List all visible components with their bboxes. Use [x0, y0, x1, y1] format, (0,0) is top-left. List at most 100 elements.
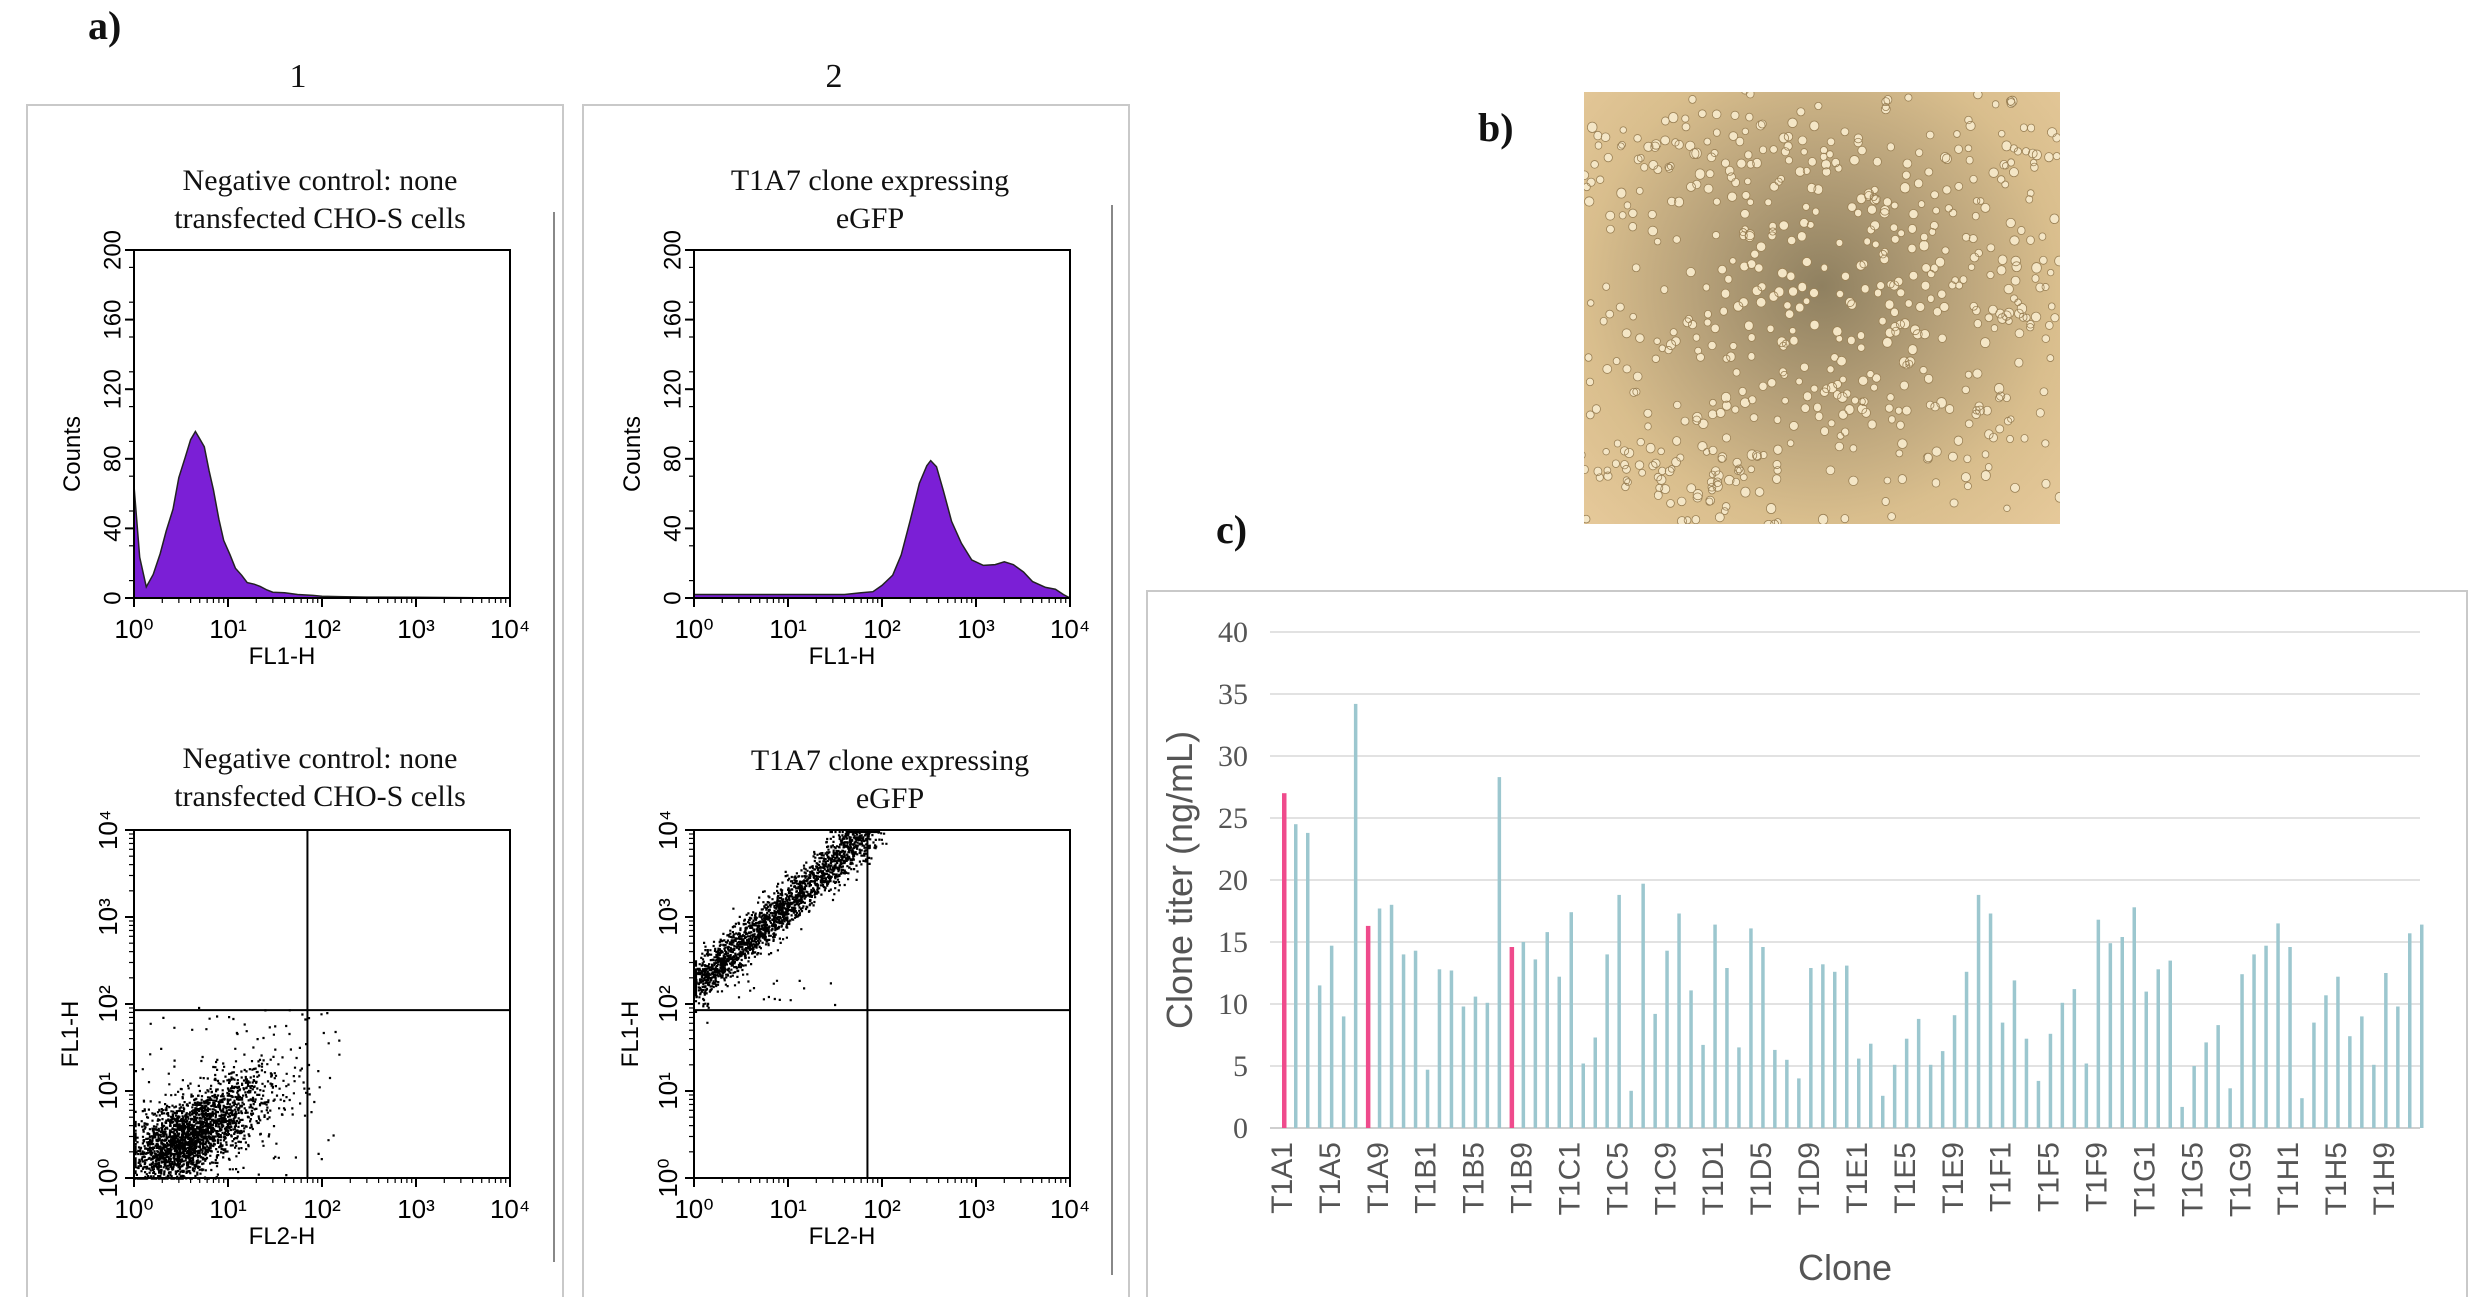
x-tick-label: 10⁴	[490, 1194, 530, 1224]
bar	[1928, 1064, 1933, 1128]
column-2-label: 2	[825, 58, 843, 95]
bar	[2288, 947, 2292, 1128]
bar	[1677, 913, 1681, 1128]
panel-c-label: c)	[1216, 507, 1248, 552]
bar	[1809, 968, 1813, 1128]
x-tick-label: 10²	[863, 614, 901, 644]
x-tick-label: T1C1	[1553, 1142, 1586, 1215]
column-1-label: 1	[289, 58, 307, 95]
y-tick-label: 10	[1218, 988, 1248, 1021]
bar	[2108, 943, 2113, 1128]
bar	[2048, 1033, 2053, 1128]
y-tick-label: 40	[659, 515, 686, 542]
bar	[1701, 1044, 1705, 1128]
y-tick-label: 20	[1218, 864, 1248, 897]
x-tick-label: T1G9	[2224, 1142, 2257, 1217]
bar	[1797, 1078, 1801, 1128]
y-tick-label: 160	[99, 300, 126, 340]
x-tick-label: 10²	[303, 1194, 341, 1224]
y-tick-label: 160	[659, 300, 686, 340]
histogram-area	[133, 430, 511, 599]
bar	[2420, 924, 2424, 1128]
bar	[2180, 1106, 2184, 1128]
x-tick-label: 10¹	[209, 614, 247, 644]
bar	[1725, 968, 1729, 1128]
bar	[2144, 991, 2148, 1128]
x-tick-label: T1A1	[1266, 1142, 1299, 1214]
bar	[1737, 1047, 1741, 1128]
x-tick-label: 10²	[863, 1194, 901, 1224]
bar	[2168, 960, 2172, 1128]
dot-t1a7-title-line-2: eGFP	[855, 782, 925, 815]
y-tick-label: 80	[99, 445, 126, 472]
y-tick-label: 0	[99, 591, 126, 604]
bar	[1389, 904, 1394, 1128]
bar	[1892, 1064, 1897, 1128]
bar	[1449, 970, 1454, 1128]
x-tick-label: 10³	[397, 614, 435, 644]
y-tick-label: 80	[659, 445, 686, 472]
y-tick-label: 40	[99, 515, 126, 542]
bar	[1964, 971, 1969, 1128]
bar	[2120, 937, 2124, 1128]
dot-t1a7-title: T1A7 clone expressing eGFP	[640, 742, 1140, 818]
x-axis-label: Clone	[1798, 1247, 1892, 1288]
hist-t1a7-title-line-1: T1A7 clone expressing	[730, 164, 1010, 197]
x-tick-label: 10⁴	[1050, 614, 1090, 644]
hist-negative-title-line-2: transfected CHO-S cells	[174, 202, 466, 235]
bar-highlighted	[1509, 947, 1515, 1128]
y-tick-label: 10²	[93, 985, 123, 1023]
bar	[2192, 1066, 2196, 1128]
column-2-right-rule	[1111, 205, 1113, 1275]
bar	[1533, 959, 1538, 1128]
hist-negative-title-line-1: Negative control: none	[182, 164, 458, 197]
bar	[1473, 996, 1478, 1128]
bar	[2276, 923, 2280, 1128]
bar	[2228, 1088, 2232, 1128]
y-tick-label: 200	[99, 230, 126, 270]
bar-highlighted	[1282, 793, 1287, 1128]
plot-frame	[693, 829, 1071, 1179]
x-tick-label: T1E9	[1937, 1142, 1970, 1214]
y-tick-label: 10⁴	[653, 810, 683, 850]
hist-negative-title: Negative control: none transfected CHO-S…	[60, 162, 580, 238]
x-tick-label: 10³	[957, 614, 995, 644]
x-tick-label: T1F1	[1985, 1142, 2018, 1212]
x-tick-label: T1D5	[1745, 1142, 1778, 1215]
bar	[1904, 1038, 1909, 1128]
y-tick-label: 25	[1218, 802, 1248, 835]
x-tick-label: 10¹	[209, 1194, 247, 1224]
bar	[2336, 976, 2340, 1128]
x-tick-label: T1H1	[2272, 1142, 2305, 1215]
hist-t1a7-plot: 0 40 80 120 160 200 Counts 10⁰ 10¹ 10² 10³ 10⁴ FL1-H	[619, 230, 1090, 670]
y-tick-label: 15	[1218, 926, 1248, 959]
x-tick-label: T1C5	[1601, 1142, 1634, 1215]
bar	[2384, 973, 2388, 1128]
bar	[2036, 1080, 2041, 1128]
cell-events	[694, 830, 888, 1024]
y-tick-label: 30	[1218, 740, 1248, 773]
x-tick-label: 10⁴	[490, 614, 530, 644]
y-tick-label: 10⁴	[93, 810, 123, 850]
dot-negative-title-line-2: transfected CHO-S cells	[174, 780, 466, 813]
bar	[1413, 950, 1418, 1128]
x-tick-label: 10⁰	[114, 1194, 153, 1224]
x-tick-label: T1G5	[2176, 1142, 2209, 1217]
bar	[1845, 965, 1849, 1128]
micrograph-cells	[1584, 92, 2060, 524]
hist-t1a7-title: T1A7 clone expressing eGFP	[620, 162, 1120, 238]
y-tick-label: 10⁰	[93, 1158, 123, 1197]
cells	[1584, 92, 2060, 524]
x-tick-label: T1B5	[1458, 1142, 1491, 1214]
x-tick-label: 10²	[303, 614, 341, 644]
bar	[2000, 1022, 2005, 1128]
bar	[1988, 913, 1993, 1128]
bar	[2360, 1016, 2364, 1128]
bar	[1869, 1043, 1873, 1128]
x-tick-label: T1E1	[1841, 1142, 1874, 1214]
titer-bar-chart: 0 5 10 15 20 25 30 35 40 T1A1 T1A5 T1A9 T1B1 T1B5 T1B9…	[1159, 616, 2424, 1288]
bar	[2060, 1002, 2065, 1128]
bar	[1689, 990, 1693, 1128]
panel-b-label: b)	[1478, 105, 1514, 150]
bar	[1341, 1016, 1346, 1128]
